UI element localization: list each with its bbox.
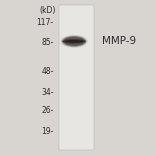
Ellipse shape xyxy=(61,35,87,47)
Bar xyxy=(59,5,94,150)
Text: 26-: 26- xyxy=(41,106,54,115)
Ellipse shape xyxy=(62,39,86,44)
Ellipse shape xyxy=(62,36,86,47)
Text: MMP-9: MMP-9 xyxy=(102,36,136,46)
Ellipse shape xyxy=(64,37,84,46)
Text: 85-: 85- xyxy=(41,38,54,47)
Text: (kD): (kD) xyxy=(39,6,55,15)
Ellipse shape xyxy=(63,37,85,46)
Ellipse shape xyxy=(63,36,86,46)
Text: 117-: 117- xyxy=(37,18,54,27)
Text: 34-: 34- xyxy=(41,88,54,97)
Text: 48-: 48- xyxy=(41,67,54,76)
Ellipse shape xyxy=(65,40,84,43)
Ellipse shape xyxy=(60,35,88,48)
Text: 19-: 19- xyxy=(41,127,54,136)
